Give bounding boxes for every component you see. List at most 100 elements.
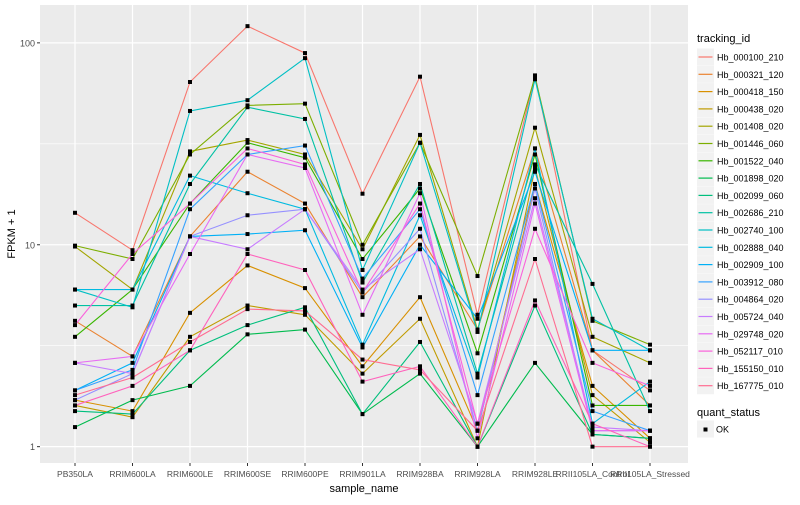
data-point — [188, 181, 192, 186]
data-point — [245, 146, 250, 151]
data-point — [73, 303, 77, 308]
legend-label: Hb_001522_040 — [717, 156, 784, 166]
data-point — [590, 281, 595, 286]
data-point — [188, 201, 192, 206]
data-point — [130, 257, 135, 262]
data-point — [418, 316, 422, 321]
data-point — [590, 428, 595, 433]
data-point — [303, 165, 307, 170]
legend-label: Hb_167775_010 — [717, 381, 784, 391]
data-point — [475, 421, 480, 426]
data-point — [648, 388, 652, 393]
data-point — [648, 348, 652, 353]
data-point — [245, 323, 250, 328]
data-point — [418, 186, 422, 191]
data-point — [245, 307, 250, 312]
legend-label: Hb_002909_100 — [717, 260, 784, 270]
data-point — [245, 152, 250, 157]
data-point — [648, 342, 652, 347]
data-point — [188, 173, 192, 178]
data-point — [590, 421, 595, 426]
data-point — [130, 251, 135, 256]
data-point — [245, 105, 250, 110]
x-axis-title: sample_name — [329, 483, 398, 495]
shape-legend: quant_status OK — [697, 407, 760, 438]
data-point — [533, 181, 537, 186]
data-point — [590, 334, 595, 339]
legend-label: Hb_002686_210 — [717, 208, 784, 218]
legend-label: Hb_002888_040 — [717, 243, 784, 253]
legend-label: Hb_002099_060 — [717, 191, 784, 201]
legend-label: Hb_000418_150 — [717, 87, 784, 97]
data-point — [475, 312, 480, 317]
data-point — [475, 436, 480, 441]
data-point — [533, 257, 537, 262]
data-point — [418, 140, 422, 145]
x-tick-label: RRIM600SE — [224, 469, 272, 479]
data-point — [533, 165, 537, 170]
x-tick-label: RRIM901LA — [339, 469, 386, 479]
data-point — [590, 348, 595, 353]
data-point — [303, 143, 307, 148]
data-point — [418, 207, 422, 212]
data-point — [533, 169, 537, 174]
data-point — [73, 360, 77, 365]
data-point — [648, 436, 652, 441]
x-tick-label: RRIM600PE — [281, 469, 329, 479]
data-point — [475, 428, 480, 433]
data-point — [533, 360, 537, 365]
data-point — [188, 108, 192, 113]
legend-label: Hb_001898_020 — [717, 174, 784, 184]
data-point — [475, 444, 480, 449]
data-point — [360, 295, 365, 300]
y-tick-label: 100 — [20, 38, 35, 48]
data-point — [360, 280, 365, 285]
data-point — [418, 213, 422, 218]
data-point — [188, 149, 192, 154]
data-point — [130, 305, 135, 310]
data-point — [303, 152, 307, 157]
data-point — [245, 213, 250, 218]
data-point — [245, 138, 250, 143]
data-point — [130, 375, 135, 380]
data-point — [533, 162, 537, 167]
data-point — [130, 354, 135, 359]
data-point — [245, 191, 250, 196]
data-point — [533, 226, 537, 231]
data-point — [73, 409, 77, 414]
data-point — [360, 290, 365, 295]
data-point — [590, 393, 595, 398]
data-point — [188, 383, 192, 388]
data-point — [360, 312, 365, 317]
data-point — [360, 364, 365, 369]
data-point — [590, 409, 595, 414]
data-point — [418, 181, 422, 186]
data-point — [245, 247, 250, 252]
data-point — [73, 388, 77, 393]
data-point — [245, 140, 250, 145]
data-point — [188, 152, 192, 157]
legend-label: OK — [716, 425, 729, 435]
data-point — [188, 339, 192, 344]
data-point — [245, 169, 250, 174]
data-point — [475, 274, 480, 279]
y-axis-title: FPKM + 1 — [6, 209, 18, 258]
legend-label: Hb_029748_020 — [717, 329, 784, 339]
x-axis: PB350LA RRIM600LA RRIM600LE RRIM600SE RRIM60… — [57, 463, 690, 479]
data-point — [590, 360, 595, 365]
data-point — [73, 403, 77, 408]
data-point — [245, 232, 250, 237]
data-point — [303, 308, 307, 313]
data-point — [475, 371, 480, 376]
data-point — [303, 327, 307, 332]
data-point — [590, 383, 595, 388]
data-point — [648, 440, 652, 445]
data-point — [360, 379, 365, 384]
data-point — [418, 247, 422, 252]
y-tick-label: 10 — [25, 240, 35, 250]
data-point — [303, 56, 307, 61]
data-point — [130, 371, 135, 376]
data-point — [188, 348, 192, 353]
data-point — [188, 79, 192, 84]
